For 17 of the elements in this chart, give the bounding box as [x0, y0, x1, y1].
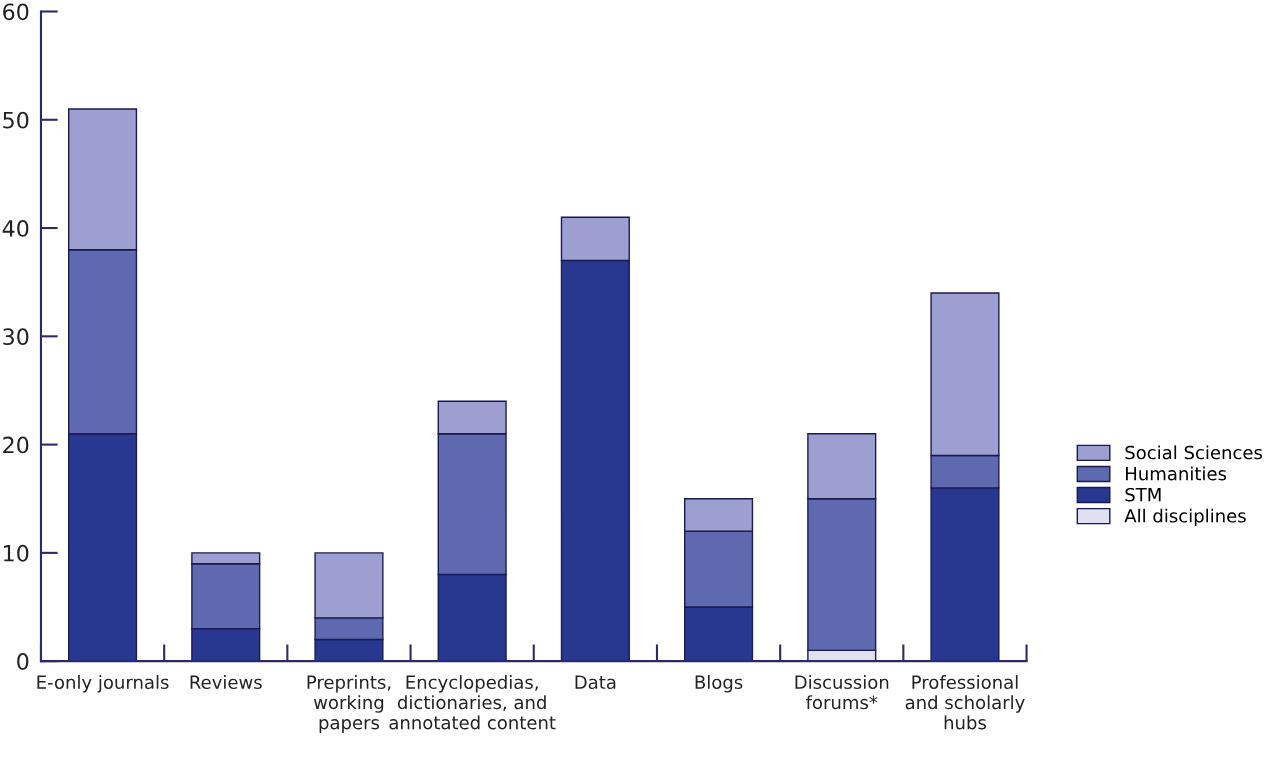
x-tick-label: Reviews	[190, 675, 262, 690]
legend-label: Humanities	[1126, 466, 1227, 481]
x-tick-label: Data	[575, 675, 616, 690]
y-tick-label: 60	[3, 3, 29, 21]
legend-label: STM	[1125, 487, 1161, 502]
y-tick-label: 20	[3, 436, 29, 454]
x-tick-label: Discussion forums*	[795, 675, 889, 710]
x-tick-label: Professional and scholarly hubs	[905, 675, 1025, 730]
y-tick-label: 0	[17, 653, 29, 670]
x-tick-label: Blogs	[695, 675, 743, 693]
y-tick-label: 30	[3, 328, 29, 346]
y-tick-label: 50	[3, 111, 29, 129]
x-tick-label: E-only journals	[37, 675, 169, 693]
legend-label: All disciplines	[1124, 508, 1246, 527]
y-tick-label: 40	[2, 220, 29, 237]
legend-label: Social Sciences	[1125, 445, 1263, 460]
y-tick-label: 10	[4, 544, 29, 562]
